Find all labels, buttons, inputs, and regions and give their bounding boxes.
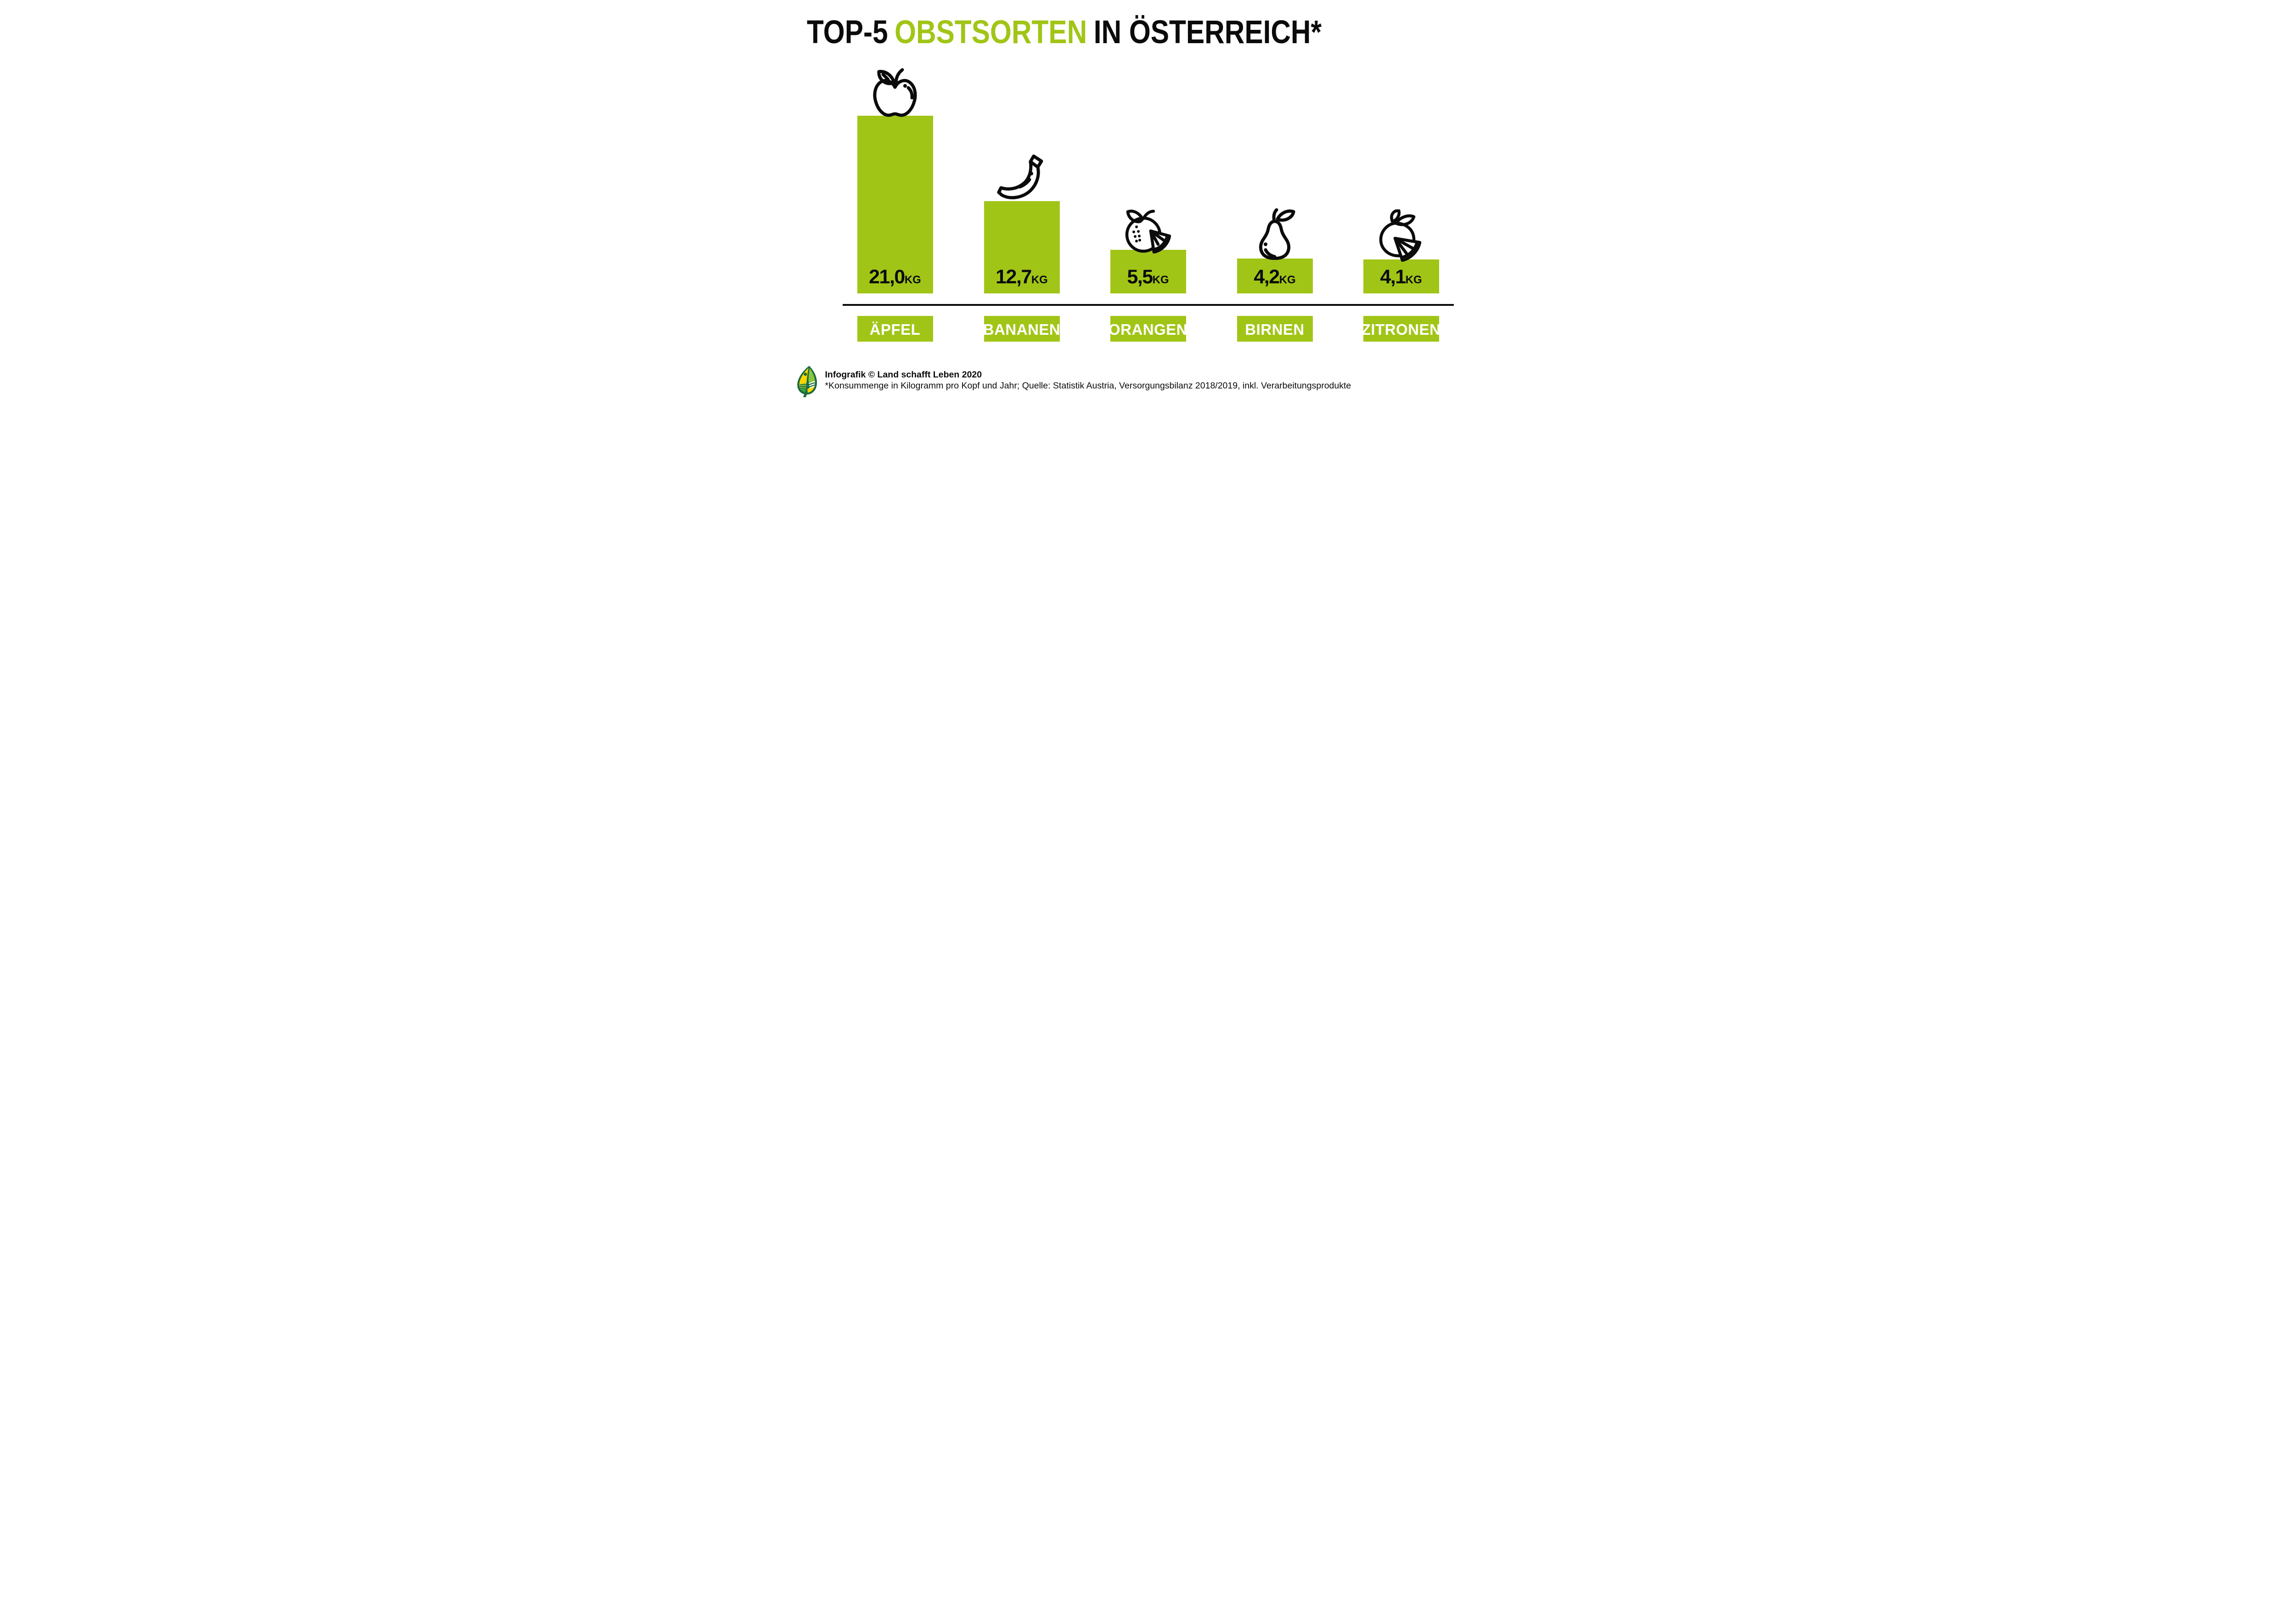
- credit-line: Infografik © Land schafft Leben 2020: [825, 370, 982, 380]
- bar-apple: 21,0KG: [857, 116, 933, 293]
- category-label-apple: ÄPFEL: [857, 316, 933, 342]
- title-part-green: OBSTSORTEN: [894, 14, 1087, 51]
- bar-lemon: 4,1KG: [1363, 259, 1439, 293]
- footnote-line: *Konsummenge in Kilogramm pro Kopf und J…: [825, 381, 1351, 391]
- value-label-lemon: 4,1KG: [1380, 266, 1422, 288]
- page-title: TOP-5 OBSTSORTEN IN ÖSTERREICH*: [806, 14, 1322, 51]
- bar-pear: 4,2KG: [1237, 259, 1313, 293]
- value-label-banana: 12,7KG: [996, 266, 1048, 288]
- infographic-canvas: TOP-5 OBSTSORTEN IN ÖSTERREICH* 21,0KG ÄPF…: [789, 0, 1507, 404]
- pear-icon: [1254, 208, 1295, 260]
- category-label-orange: ORANGEN: [1109, 316, 1187, 342]
- baseline-axis: [842, 304, 1454, 306]
- bar-banana: 12,7KG: [984, 201, 1060, 293]
- orange-icon: [1125, 208, 1171, 253]
- value-label-orange: 5,5KG: [1127, 266, 1169, 288]
- banana-icon: [995, 153, 1048, 203]
- title-part-black-1: TOP-5: [806, 14, 888, 51]
- lemon-icon: [1377, 209, 1425, 262]
- category-label-lemon: ZITRONEN: [1362, 316, 1441, 342]
- title-part-black-2: IN ÖSTERREICH*: [1093, 14, 1322, 51]
- category-label-banana: BANANEN: [983, 316, 1060, 342]
- bar-orange: 5,5KG: [1110, 250, 1186, 293]
- category-label-pear: BIRNEN: [1237, 316, 1313, 342]
- land-schafft-leben-leaf-logo: [796, 365, 819, 397]
- value-label-apple: 21,0KG: [869, 266, 921, 288]
- value-label-pear: 4,2KG: [1254, 266, 1296, 288]
- apple-icon: [873, 67, 917, 118]
